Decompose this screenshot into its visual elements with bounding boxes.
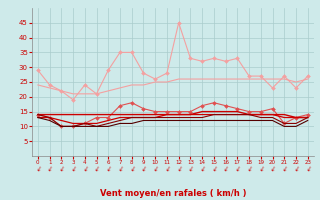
Text: ↓: ↓ bbox=[233, 166, 241, 174]
Text: ↓: ↓ bbox=[116, 166, 124, 174]
Text: ↓: ↓ bbox=[92, 166, 100, 174]
Text: ↓: ↓ bbox=[210, 166, 218, 174]
Text: ↓: ↓ bbox=[268, 166, 276, 174]
Text: ↓: ↓ bbox=[175, 166, 183, 174]
Text: ↓: ↓ bbox=[69, 166, 77, 174]
Text: ↓: ↓ bbox=[198, 166, 206, 174]
Text: ↓: ↓ bbox=[140, 166, 148, 174]
Text: ↓: ↓ bbox=[257, 166, 265, 174]
Text: ↓: ↓ bbox=[292, 166, 300, 174]
Text: ↓: ↓ bbox=[186, 166, 195, 174]
Text: ↓: ↓ bbox=[304, 166, 312, 174]
Text: ↓: ↓ bbox=[280, 166, 288, 174]
Text: ↓: ↓ bbox=[81, 166, 89, 174]
Text: ↓: ↓ bbox=[163, 166, 171, 174]
Text: ↓: ↓ bbox=[57, 166, 65, 174]
Text: ↓: ↓ bbox=[34, 166, 42, 174]
Text: ↓: ↓ bbox=[151, 166, 159, 174]
Text: ↓: ↓ bbox=[104, 166, 112, 174]
Text: ↓: ↓ bbox=[221, 166, 230, 174]
Text: ↓: ↓ bbox=[45, 166, 54, 174]
Text: ↓: ↓ bbox=[245, 166, 253, 174]
Text: Vent moyen/en rafales ( km/h ): Vent moyen/en rafales ( km/h ) bbox=[100, 189, 246, 198]
Text: ↓: ↓ bbox=[128, 166, 136, 174]
